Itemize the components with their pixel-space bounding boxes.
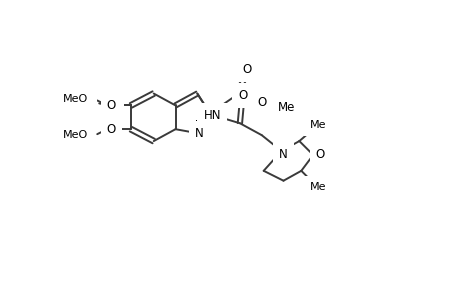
Text: MeO: MeO bbox=[63, 94, 88, 104]
Text: O: O bbox=[106, 99, 116, 112]
Text: O: O bbox=[257, 96, 266, 109]
Text: HN: HN bbox=[203, 109, 220, 122]
Text: MeO: MeO bbox=[63, 130, 88, 140]
Text: O: O bbox=[106, 123, 116, 136]
Text: O: O bbox=[108, 99, 118, 112]
Text: Me: Me bbox=[309, 120, 326, 130]
Text: N: N bbox=[195, 127, 203, 140]
Text: O: O bbox=[315, 148, 324, 161]
Text: O: O bbox=[238, 89, 247, 102]
Text: Me: Me bbox=[277, 101, 295, 114]
Text: N: N bbox=[279, 148, 287, 161]
Text: Me: Me bbox=[309, 182, 326, 192]
Text: O: O bbox=[242, 63, 251, 76]
Text: H: H bbox=[195, 120, 203, 130]
Text: MeO: MeO bbox=[67, 98, 91, 108]
